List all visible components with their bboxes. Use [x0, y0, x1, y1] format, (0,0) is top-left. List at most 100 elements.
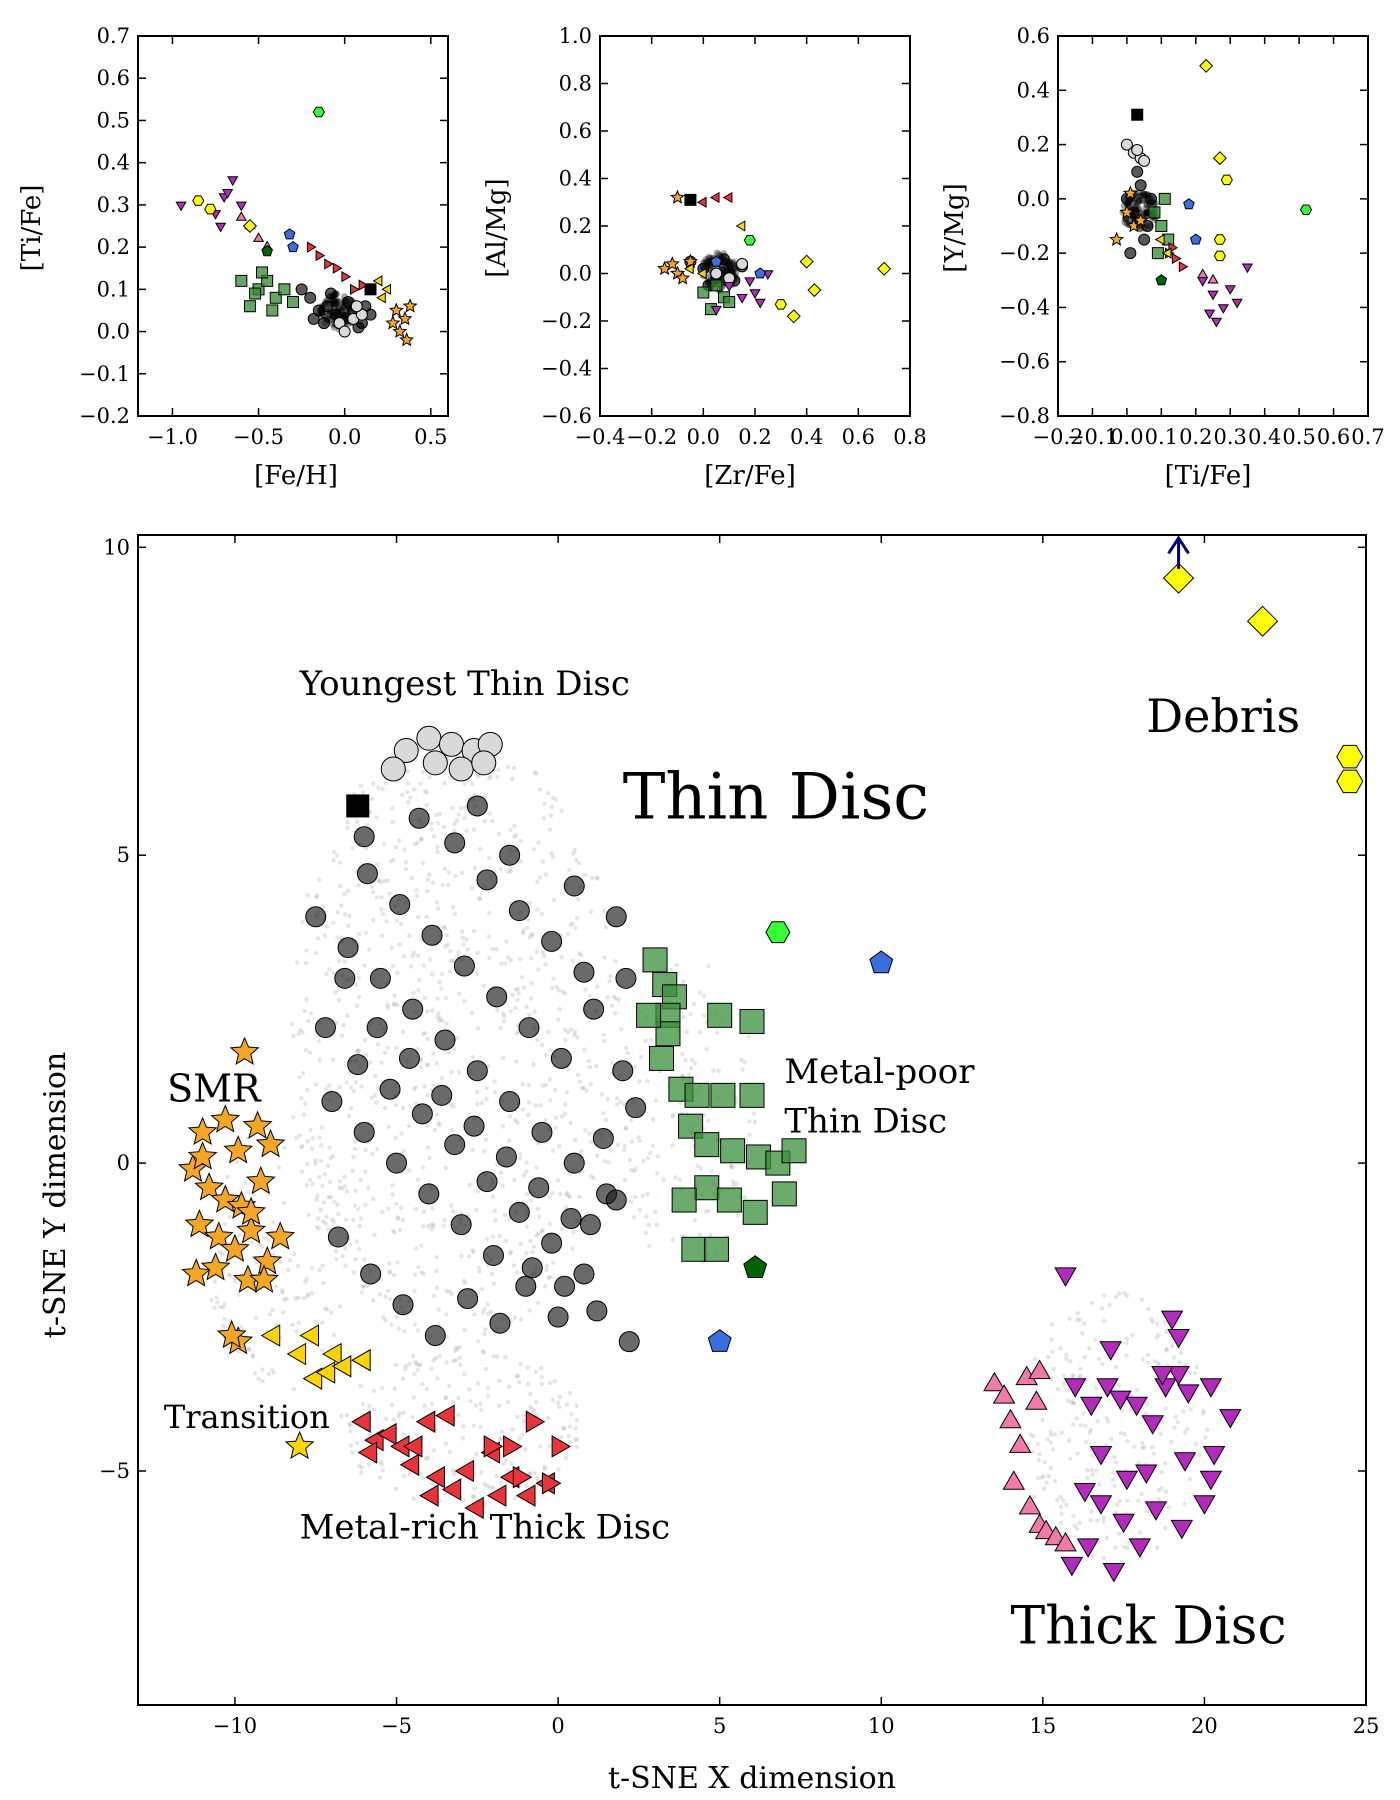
data-point [312, 106, 325, 118]
data-point [1161, 247, 1172, 259]
background-point [499, 1436, 504, 1441]
background-point [516, 991, 521, 996]
data-point [1171, 252, 1182, 265]
background-point [429, 1401, 435, 1406]
background-point [453, 1357, 459, 1363]
data-point [249, 287, 262, 300]
background-point [1169, 1439, 1174, 1445]
background-point [296, 1320, 301, 1326]
data-point [675, 270, 691, 285]
data-point [1167, 1329, 1190, 1349]
background-point [319, 1143, 324, 1148]
background-point [1049, 1322, 1055, 1327]
data-point [302, 1367, 323, 1390]
background-point [576, 860, 582, 866]
background-point [512, 1315, 518, 1320]
background-point [680, 1052, 685, 1057]
background-point [1041, 1473, 1047, 1479]
background-point [358, 783, 363, 788]
background-point [533, 1103, 539, 1108]
series-thick-disc-pink [235, 211, 273, 251]
background-point [239, 1325, 244, 1330]
data-point [583, 998, 605, 1020]
background-point [1142, 209, 1149, 217]
background-point [1072, 1401, 1077, 1406]
data-point [1115, 1470, 1139, 1491]
background-point [590, 875, 595, 881]
data-point [707, 1329, 732, 1352]
background-point [632, 1169, 637, 1174]
background-point [681, 979, 686, 984]
background-point [566, 1434, 572, 1439]
background-point [429, 1227, 434, 1232]
al-mg-data-points [657, 189, 892, 324]
background-point [344, 1413, 350, 1418]
background-point [687, 1072, 692, 1077]
background-point [524, 1004, 529, 1009]
background-point [711, 1068, 716, 1073]
background-point [1172, 1425, 1177, 1430]
data-point [1160, 1310, 1184, 1331]
background-point [397, 1227, 403, 1233]
background-point [387, 891, 392, 896]
background-point [1152, 1359, 1157, 1364]
background-point [474, 1451, 479, 1457]
background-point [510, 776, 515, 781]
background-point [392, 1386, 397, 1391]
background-point [287, 1258, 293, 1263]
background-point [535, 1206, 540, 1212]
data-point [457, 1288, 479, 1310]
background-point [266, 1126, 271, 1131]
data-point [605, 906, 627, 928]
series-debris [1213, 174, 1233, 262]
background-point [322, 933, 328, 938]
background-point [540, 1083, 545, 1088]
data-point [1246, 605, 1279, 637]
background-point [627, 1157, 632, 1163]
background-point [566, 1193, 571, 1199]
background-point [706, 1118, 711, 1123]
x-tick-label: −0.4 [575, 425, 626, 449]
x-tick-label: 10 [868, 1714, 895, 1738]
background-point [307, 1050, 313, 1055]
background-point [401, 1432, 406, 1437]
background-point [568, 1440, 573, 1445]
background-point [303, 1279, 308, 1285]
background-point [442, 866, 448, 872]
background-point [729, 1164, 734, 1170]
background-point [360, 1401, 365, 1407]
background-point [522, 1418, 527, 1424]
background-point [537, 1214, 542, 1220]
background-point [401, 1410, 406, 1416]
background-point [270, 1367, 275, 1372]
data-point [573, 1263, 595, 1285]
x-tick-label: 0.2 [1179, 425, 1212, 449]
background-point [246, 1346, 251, 1352]
background-point [1098, 1404, 1104, 1409]
background-point [605, 1096, 610, 1102]
data-point [518, 1017, 540, 1039]
background-point [332, 1332, 337, 1338]
background-point [640, 1193, 645, 1199]
background-point [1096, 1356, 1102, 1362]
background-point [359, 1290, 365, 1295]
background-point [397, 942, 402, 947]
background-point [434, 1269, 439, 1274]
background-point [1093, 1337, 1098, 1342]
background-point [482, 1149, 487, 1154]
background-point [359, 1470, 364, 1476]
background-point [461, 1498, 466, 1503]
background-point [406, 800, 411, 805]
background-point [422, 1030, 427, 1036]
background-point [380, 1385, 385, 1391]
background-point [1089, 1300, 1095, 1305]
tsne-background-cloud [209, 732, 1210, 1565]
background-point [345, 825, 350, 830]
background-point [470, 1147, 475, 1153]
background-point [729, 258, 737, 266]
background-point [521, 1412, 527, 1418]
background-point [424, 790, 430, 795]
y-tick-label: 0.4 [1017, 78, 1050, 102]
background-point [256, 1376, 261, 1382]
background-point [503, 1354, 508, 1360]
